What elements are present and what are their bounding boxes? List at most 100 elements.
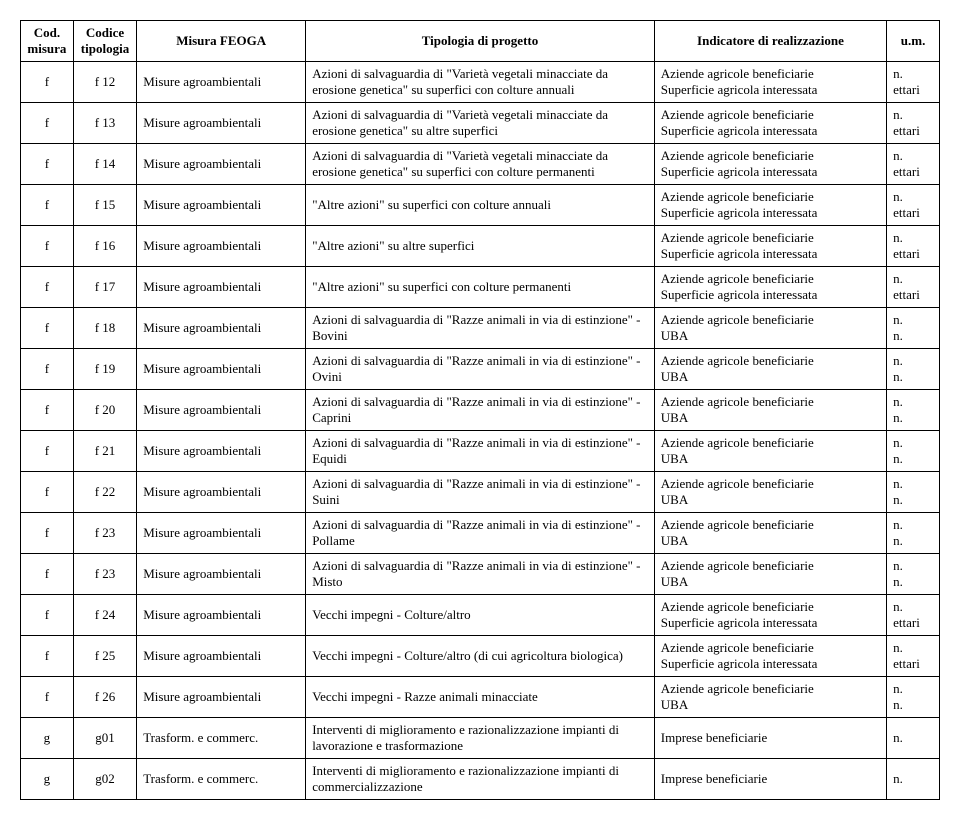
indicatore-line-2: UBA xyxy=(661,410,880,426)
cell-tipologia-progetto: Azioni di salvaguardia di "Razze animali… xyxy=(306,349,655,390)
cell-codice-tipologia: g01 xyxy=(73,718,136,759)
cell-tipologia-progetto: "Altre azioni" su superfici con colture … xyxy=(306,185,655,226)
header-indicatore: Indicatore di realizzazione xyxy=(654,21,886,62)
cell-tipologia-progetto: Vecchi impegni - Razze animali minacciat… xyxy=(306,677,655,718)
cell-indicatore: Aziende agricole beneficiarieSuperficie … xyxy=(654,185,886,226)
cell-um: n.n. xyxy=(887,472,940,513)
um-line-1: n. xyxy=(893,730,933,746)
cell-um: n.n. xyxy=(887,349,940,390)
table-row: ff 17Misure agroambientali"Altre azioni"… xyxy=(21,267,940,308)
cell-cod-misura: f xyxy=(21,554,74,595)
cell-indicatore: Aziende agricole beneficiarieUBA xyxy=(654,513,886,554)
indicatore-line-1: Aziende agricole beneficiarie xyxy=(661,394,880,410)
cell-misura-feoga: Misure agroambientali xyxy=(137,431,306,472)
cell-um: n.ettari xyxy=(887,226,940,267)
indicatore-line-2: UBA xyxy=(661,492,880,508)
cell-indicatore: Aziende agricole beneficiarieUBA xyxy=(654,554,886,595)
cell-indicatore: Aziende agricole beneficiarieSuperficie … xyxy=(654,62,886,103)
cell-cod-misura: f xyxy=(21,308,74,349)
cell-indicatore: Aziende agricole beneficiarieSuperficie … xyxy=(654,267,886,308)
indicatore-line-1: Aziende agricole beneficiarie xyxy=(661,271,880,287)
cell-tipologia-progetto: "Altre azioni" su altre superfici xyxy=(306,226,655,267)
cell-um: n. xyxy=(887,759,940,800)
cell-misura-feoga: Misure agroambientali xyxy=(137,267,306,308)
cell-misura-feoga: Misure agroambientali xyxy=(137,62,306,103)
cell-codice-tipologia: f 14 xyxy=(73,144,136,185)
indicatore-line-2: Superficie agricola interessata xyxy=(661,205,880,221)
cell-cod-misura: f xyxy=(21,636,74,677)
cell-um: n.n. xyxy=(887,554,940,595)
cell-cod-misura: f xyxy=(21,349,74,390)
um-line-2: n. xyxy=(893,492,933,508)
header-tipologia-progetto: Tipologia di progetto xyxy=(306,21,655,62)
um-line-1: n. xyxy=(893,681,933,697)
cell-misura-feoga: Misure agroambientali xyxy=(137,308,306,349)
cell-cod-misura: f xyxy=(21,431,74,472)
indicatore-line-2: Superficie agricola interessata xyxy=(661,82,880,98)
table-row: ff 23Misure agroambientaliAzioni di salv… xyxy=(21,554,940,595)
cell-misura-feoga: Misure agroambientali xyxy=(137,595,306,636)
cell-codice-tipologia: f 26 xyxy=(73,677,136,718)
cell-cod-misura: f xyxy=(21,595,74,636)
cell-indicatore: Aziende agricole beneficiarieSuperficie … xyxy=(654,595,886,636)
indicatore-line-1: Aziende agricole beneficiarie xyxy=(661,230,880,246)
um-line-2: ettari xyxy=(893,246,933,262)
cell-codice-tipologia: f 17 xyxy=(73,267,136,308)
cell-codice-tipologia: f 13 xyxy=(73,103,136,144)
table-row: ff 23Misure agroambientaliAzioni di salv… xyxy=(21,513,940,554)
cell-um: n.n. xyxy=(887,431,940,472)
um-line-2: ettari xyxy=(893,123,933,139)
cell-tipologia-progetto: Vecchi impegni - Colture/altro xyxy=(306,595,655,636)
cell-tipologia-progetto: Interventi di miglioramento e razionaliz… xyxy=(306,718,655,759)
cell-cod-misura: g xyxy=(21,759,74,800)
indicatore-line-1: Aziende agricole beneficiarie xyxy=(661,517,880,533)
cell-indicatore: Aziende agricole beneficiarieSuperficie … xyxy=(654,636,886,677)
cell-cod-misura: f xyxy=(21,513,74,554)
cell-misura-feoga: Misure agroambientali xyxy=(137,144,306,185)
cell-cod-misura: f xyxy=(21,472,74,513)
cell-misura-feoga: Misure agroambientali xyxy=(137,472,306,513)
cell-cod-misura: f xyxy=(21,144,74,185)
cell-um: n.ettari xyxy=(887,595,940,636)
indicatore-line-2: Superficie agricola interessata xyxy=(661,123,880,139)
cell-indicatore: Aziende agricole beneficiarieUBA xyxy=(654,472,886,513)
indicatore-line-1: Aziende agricole beneficiarie xyxy=(661,476,880,492)
um-line-1: n. xyxy=(893,353,933,369)
cell-indicatore: Aziende agricole beneficiarieUBA xyxy=(654,308,886,349)
um-line-1: n. xyxy=(893,394,933,410)
indicatore-line-1: Aziende agricole beneficiarie xyxy=(661,148,880,164)
table-row: ff 25Misure agroambientaliVecchi impegni… xyxy=(21,636,940,677)
cell-um: n. xyxy=(887,718,940,759)
um-line-2: n. xyxy=(893,533,933,549)
um-line-2: ettari xyxy=(893,164,933,180)
cell-misura-feoga: Misure agroambientali xyxy=(137,677,306,718)
indicatore-line-2: UBA xyxy=(661,369,880,385)
cell-tipologia-progetto: Vecchi impegni - Colture/altro (di cui a… xyxy=(306,636,655,677)
um-line-1: n. xyxy=(893,558,933,574)
um-line-2: n. xyxy=(893,369,933,385)
indicatore-line-2: Superficie agricola interessata xyxy=(661,246,880,262)
table-row: ff 20Misure agroambientaliAzioni di salv… xyxy=(21,390,940,431)
indicatore-line-2: UBA xyxy=(661,574,880,590)
cell-cod-misura: f xyxy=(21,226,74,267)
cell-cod-misura: g xyxy=(21,718,74,759)
um-line-2: n. xyxy=(893,574,933,590)
um-line-1: n. xyxy=(893,435,933,451)
cell-misura-feoga: Misure agroambientali xyxy=(137,513,306,554)
indicatore-line-2: UBA xyxy=(661,328,880,344)
cell-um: n.n. xyxy=(887,390,940,431)
cell-codice-tipologia: f 19 xyxy=(73,349,136,390)
cell-um: n.n. xyxy=(887,308,940,349)
cell-tipologia-progetto: Azioni di salvaguardia di "Razze animali… xyxy=(306,308,655,349)
cell-misura-feoga: Misure agroambientali xyxy=(137,349,306,390)
indicatore-line-1: Imprese beneficiarie xyxy=(661,730,880,746)
table-row: ff 14Misure agroambientaliAzioni di salv… xyxy=(21,144,940,185)
header-misura-feoga: Misura FEOGA xyxy=(137,21,306,62)
header-row: Cod. misura Codice tipologia Misura FEOG… xyxy=(21,21,940,62)
indicatore-line-1: Aziende agricole beneficiarie xyxy=(661,66,880,82)
um-line-1: n. xyxy=(893,148,933,164)
cell-misura-feoga: Trasform. e commerc. xyxy=(137,759,306,800)
um-line-2: n. xyxy=(893,328,933,344)
cell-codice-tipologia: f 21 xyxy=(73,431,136,472)
um-line-2: ettari xyxy=(893,615,933,631)
